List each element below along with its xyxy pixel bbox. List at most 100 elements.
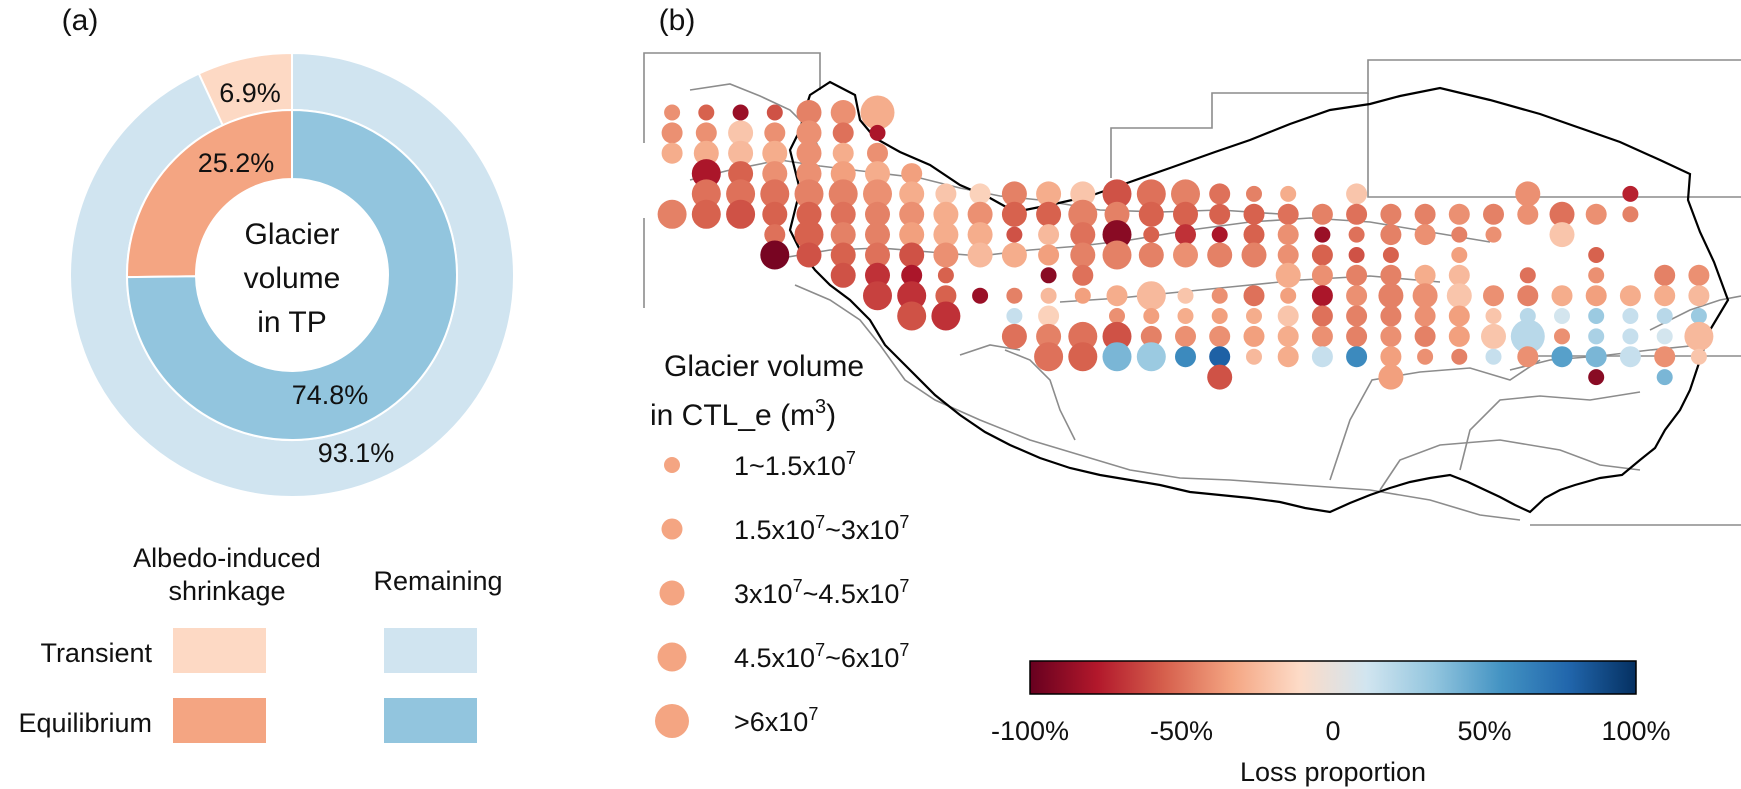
map-point (698, 104, 715, 121)
map-point (1070, 222, 1096, 248)
map-point (865, 242, 890, 268)
map-point (1446, 283, 1472, 309)
map-point (796, 140, 822, 166)
map-point (1006, 287, 1023, 304)
map-point (796, 161, 822, 187)
map-point (865, 201, 890, 227)
map-point (901, 264, 923, 286)
map-point (1485, 348, 1502, 365)
map-point (1070, 242, 1096, 268)
map-point (1348, 226, 1365, 243)
map-point (865, 222, 890, 248)
map-point (1688, 285, 1710, 307)
map-point (1006, 226, 1023, 243)
swatch-transient-remaining (384, 628, 477, 673)
donut-center-title: Glacier volume in TP (244, 218, 341, 339)
map-point (1072, 264, 1094, 286)
map-point (1211, 308, 1228, 324)
center-text-line-1: Glacier (244, 218, 339, 251)
map-point (1036, 323, 1062, 349)
map-point (1554, 328, 1570, 345)
size-legend-label-2: 1.5x107~3x107 (734, 512, 909, 545)
donut-slice-labels: 6.9% 25.2% 74.8% 93.1% (198, 78, 395, 468)
map-point (1588, 369, 1605, 386)
colorbar-ticks: -100% -50% 0 50% 100% (991, 716, 1671, 746)
size-legend-title-1: Glacier volume (664, 350, 864, 383)
map-point (969, 183, 991, 205)
map-point (1246, 308, 1262, 324)
map-point (1138, 201, 1164, 227)
map-point (1106, 285, 1128, 307)
map-point (1656, 308, 1673, 324)
map-point (897, 281, 927, 311)
map-point (794, 179, 824, 209)
map-point (830, 222, 856, 248)
map-point (1684, 321, 1714, 351)
map-point (794, 220, 824, 250)
map-points (657, 95, 1714, 390)
map-point (1448, 264, 1470, 286)
size-legend-marker-3 (659, 580, 685, 606)
panel-b-label: (b) (659, 4, 696, 37)
map-point (1656, 328, 1673, 345)
map-point (1485, 226, 1502, 243)
map-point (1243, 325, 1265, 347)
map-point (967, 242, 993, 268)
legend-header-remaining: Remaining (373, 566, 502, 596)
map-point (1143, 226, 1160, 243)
map-point (1656, 369, 1673, 386)
map-point (863, 281, 892, 311)
map-point (1448, 203, 1470, 225)
legend-row-transient: Transient (40, 638, 152, 668)
map-point (1690, 348, 1707, 365)
colorbar: -100% -50% 0 50% 100% Loss proportion (991, 660, 1671, 787)
map-point (1277, 224, 1299, 246)
map-point (899, 222, 925, 248)
map-point (726, 179, 756, 209)
map-point (796, 201, 822, 227)
swatch-transient-shrinkage (173, 628, 266, 673)
map-point (1551, 346, 1573, 368)
map-point (1175, 346, 1196, 368)
map-point (1588, 308, 1605, 324)
map-point (1136, 179, 1166, 209)
map-point (828, 179, 858, 209)
swatch-equilibrium-shrinkage (173, 698, 266, 743)
map-point (1173, 201, 1198, 227)
map-point (1241, 242, 1267, 268)
map-point (1068, 199, 1098, 229)
map-point (1102, 342, 1132, 372)
map-point (899, 201, 925, 227)
map-point (933, 201, 959, 227)
map-point (1417, 348, 1434, 365)
map-point (1177, 287, 1194, 304)
map-point (661, 122, 683, 144)
map-point (760, 240, 790, 270)
map-point (732, 104, 749, 121)
map-point (1585, 285, 1607, 307)
map-point (691, 199, 721, 229)
map-point (1380, 203, 1402, 225)
map-point (1104, 201, 1130, 227)
map-point (1414, 203, 1436, 225)
map-point (1311, 244, 1333, 266)
map-point (899, 242, 925, 268)
size-legend-marker-1 (664, 457, 680, 473)
map-point (1481, 323, 1506, 349)
map-point (1311, 203, 1333, 225)
map-point (1001, 201, 1027, 227)
map-point (1485, 308, 1502, 324)
map-point (762, 140, 788, 166)
map-point (1551, 285, 1573, 307)
map-point (1346, 183, 1368, 205)
colorbar-tick-label: 0 (1325, 716, 1340, 746)
map-point (657, 199, 687, 229)
region-box-west (643, 52, 821, 143)
inner-boundary-9 (1004, 349, 1076, 441)
map-point (1412, 283, 1438, 309)
size-legend-label-1: 1~1.5x107 (734, 448, 856, 481)
map-point (1346, 346, 1368, 368)
map-point (664, 104, 681, 121)
map-point (1414, 264, 1436, 286)
map-point (1346, 203, 1368, 225)
